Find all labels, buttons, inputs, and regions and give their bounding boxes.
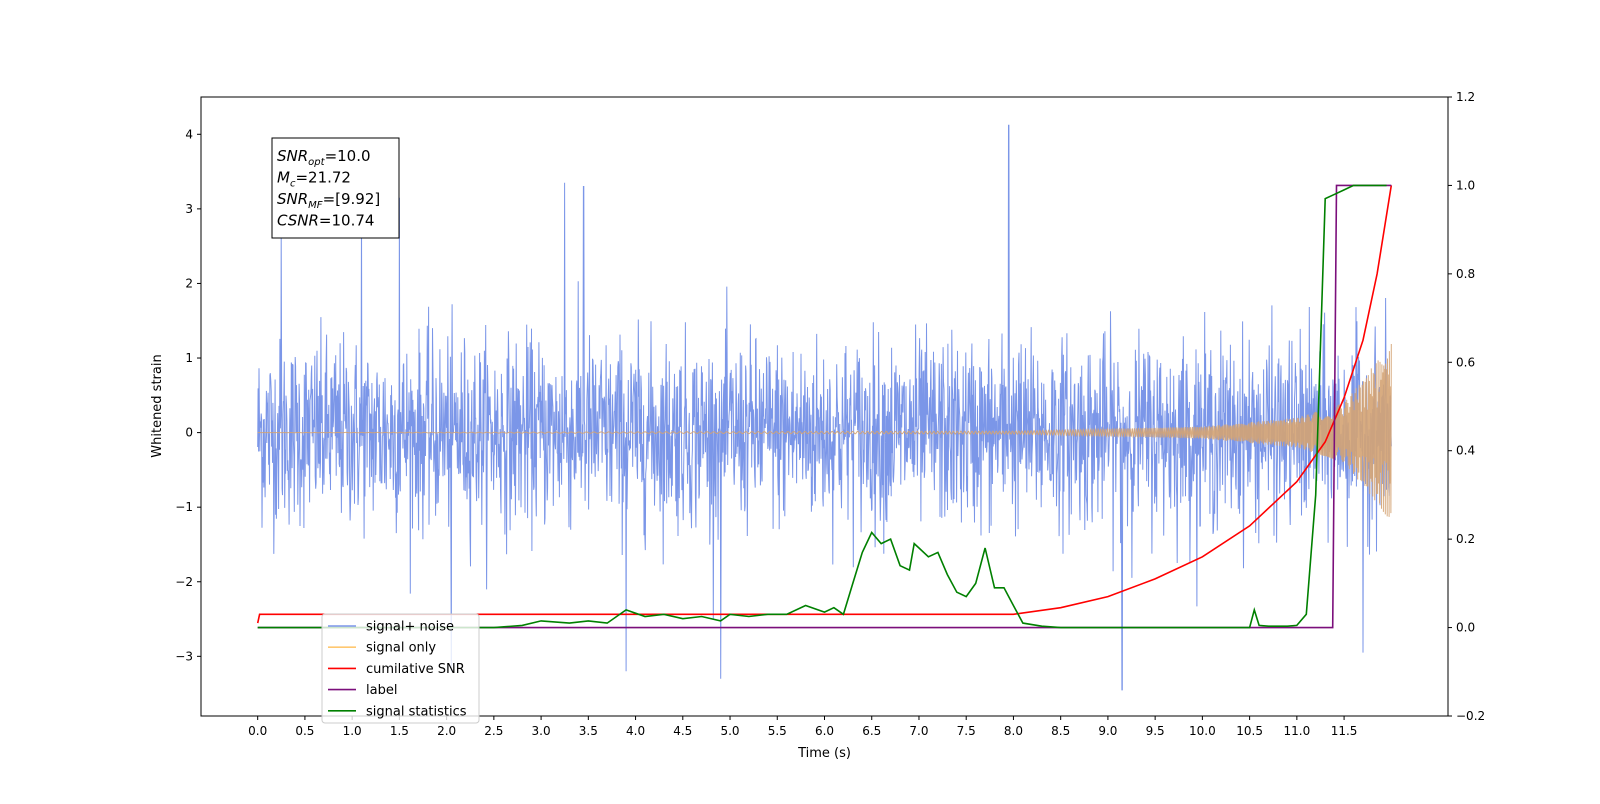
- x-tick-label: 9.0: [1098, 724, 1117, 738]
- series-signal-noise-line: [257, 124, 1392, 691]
- y-tick-label: −1: [175, 500, 193, 514]
- x-tick-label: 1.5: [390, 724, 409, 738]
- series-signal-only-line: [257, 343, 1392, 517]
- y2-tick-label: 0.8: [1456, 267, 1475, 281]
- y2-tick-label: 1.2: [1456, 90, 1475, 104]
- x-tick-label: 10.0: [1189, 724, 1216, 738]
- x-tick-label: 2.0: [437, 724, 456, 738]
- x-tick-label: 1.0: [343, 724, 362, 738]
- x-tick-label: 11.5: [1331, 724, 1358, 738]
- x-tick-label: 7.5: [957, 724, 976, 738]
- annotation-line: CSNR=10.74: [277, 212, 374, 230]
- x-axis-label: Time (s): [797, 746, 851, 761]
- legend-label: signal statistics: [366, 704, 467, 719]
- y2-tick-label: 0.6: [1456, 355, 1475, 369]
- y-tick-label: 3: [185, 202, 193, 216]
- y2-tick-label: 1.0: [1456, 178, 1475, 192]
- legend: signal+ noise signal only cumilative SNR la…: [321, 613, 480, 724]
- y2-tick-label: 0.0: [1456, 621, 1475, 635]
- x-tick-label: 0.0: [248, 724, 267, 738]
- annotation-frame: [271, 137, 400, 239]
- x-tick-label: 10.5: [1236, 724, 1263, 738]
- legend-label: cumilative SNR: [366, 662, 465, 677]
- y2-tick-label: 0.4: [1456, 444, 1475, 458]
- legend-label: label: [366, 683, 397, 698]
- y-tick-label: 0: [185, 426, 193, 440]
- x-tick-label: 4.5: [673, 724, 692, 738]
- axes: 0.0 0.5 1.0 1.5 2.0 2.5 3.0 3.5 4.0 4.5 5.0 5.5 6.0 6…: [175, 90, 1485, 738]
- y2-tick-label: 0.2: [1456, 532, 1475, 546]
- plot-area: [256, 124, 1393, 691]
- y-tick-label: 4: [185, 127, 193, 141]
- x-tick-label: 0.5: [295, 724, 314, 738]
- y-tick-label: 2: [185, 276, 193, 290]
- series-signal-statistics-line: [257, 184, 1387, 629]
- legend-label: signal only: [366, 641, 436, 656]
- y-tick-label: −3: [175, 649, 193, 663]
- x-tick-label: 5.0: [720, 724, 739, 738]
- annotation-line: Mc=21.72: [277, 169, 351, 190]
- y-tick-label: 1: [185, 351, 193, 365]
- x-tick-label: 6.5: [862, 724, 881, 738]
- annotation-box: SNRopt=10.0Mc=21.72SNRMF=[9.92]CSNR=10.7…: [271, 137, 400, 239]
- x-tick-label: 4.0: [626, 724, 645, 738]
- legend-label: signal+ noise: [366, 620, 454, 635]
- x-tick-label: 3.5: [579, 724, 598, 738]
- x-tick-label: 11.0: [1283, 724, 1310, 738]
- y2-tick-label: −0.2: [1456, 709, 1485, 723]
- annotation-line: SNRopt=10.0: [277, 147, 371, 168]
- x-tick-label: 7.0: [909, 724, 928, 738]
- y-axis-label: Whitened strain: [150, 354, 165, 457]
- annotation-line: SNRMF=[9.92]: [277, 190, 380, 211]
- x-tick-label: 6.0: [815, 724, 834, 738]
- series-cumilative-snr-line: [256, 185, 1393, 624]
- x-tick-label: 8.0: [1004, 724, 1023, 738]
- x-tick-label: 8.5: [1051, 724, 1070, 738]
- x-tick-label: 2.5: [484, 724, 503, 738]
- x-tick-label: 9.5: [1146, 724, 1165, 738]
- legend-frame: [321, 613, 480, 724]
- y-tick-label: −2: [175, 575, 193, 589]
- x-tick-label: 5.5: [768, 724, 787, 738]
- x-tick-label: 3.0: [532, 724, 551, 738]
